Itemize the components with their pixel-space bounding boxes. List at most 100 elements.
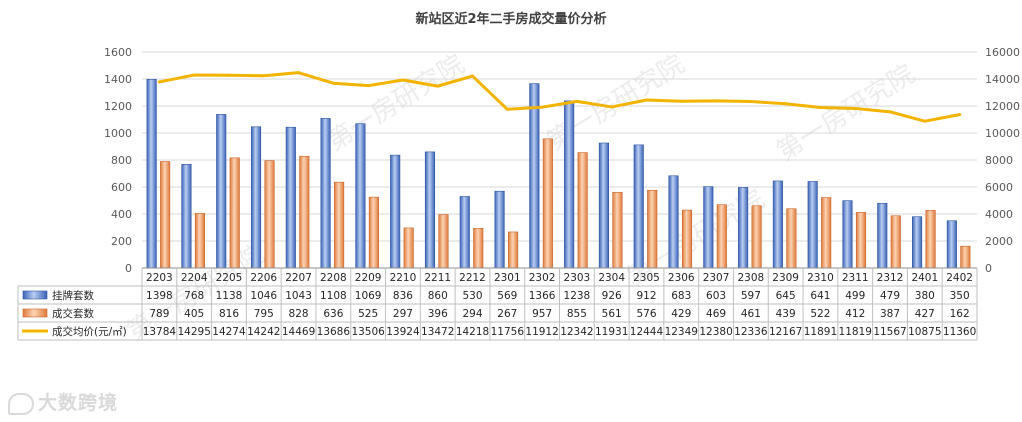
line-point (575, 99, 579, 103)
x-tick-label: 2209 (355, 272, 382, 284)
x-tick-label: 2306 (668, 272, 695, 284)
data-label: 522 (810, 308, 830, 320)
line-point (297, 71, 301, 75)
logo-text: 大数跨境 (38, 392, 119, 414)
bar-deal (751, 205, 762, 269)
data-label: 469 (706, 308, 726, 320)
y-right-tick-label: 10000 (985, 127, 1020, 140)
bar-deal (786, 208, 797, 269)
y-right-tick-label: 2000 (985, 235, 1013, 248)
data-label: 795 (254, 308, 274, 320)
x-tick-label: 2301 (494, 272, 521, 284)
y-left-tick-label: 600 (111, 181, 132, 194)
x-tick-label: 2401 (911, 272, 938, 284)
bar-deal (925, 210, 936, 269)
data-label: 926 (602, 290, 622, 302)
bar-deal (681, 209, 693, 269)
data-table: 2203 2204 2205 2206 2207 2208 2209 2210 2211 2212… (17, 267, 978, 341)
y-left-tick-label: 1000 (104, 127, 132, 140)
line-point (958, 113, 962, 117)
line-point (540, 105, 544, 109)
bar-deal (194, 213, 205, 269)
data-label: 380 (915, 290, 935, 302)
y-right-tick-label: 6000 (985, 181, 1013, 194)
y-left-tick-label: 0 (125, 262, 132, 275)
legend-key-bar (22, 308, 48, 318)
y-right-tick-label: 16000 (985, 46, 1020, 59)
line-point (784, 102, 788, 106)
x-tick-label: 2212 (459, 272, 486, 284)
x-tick-label: 2311 (842, 272, 869, 284)
data-label: 957 (532, 308, 552, 320)
x-tick-label: 2211 (424, 272, 451, 284)
data-label: 828 (289, 308, 309, 320)
data-label: 836 (393, 290, 413, 302)
data-label: 11931 (595, 326, 628, 338)
data-label: 12342 (560, 326, 593, 338)
x-tick-label: 2312 (877, 272, 904, 284)
y-right-tick-label: 0 (985, 262, 992, 275)
y-left-tick-label: 1600 (104, 46, 132, 59)
series-line-price (157, 71, 962, 123)
data-label: 912 (636, 290, 656, 302)
line-point (262, 74, 266, 78)
line-point (714, 99, 718, 103)
bar-deal (160, 161, 171, 269)
bar-listing (738, 187, 749, 269)
bar-deal (612, 191, 623, 269)
x-tick-label: 2303 (564, 272, 591, 284)
line-point (818, 105, 822, 109)
data-label: 11912 (525, 326, 558, 338)
line-point (401, 78, 405, 82)
bar-deal (473, 228, 484, 269)
chart-title: 新站区近2年二手房成交量价分析 (415, 11, 606, 27)
y-left-tick-label: 1200 (104, 100, 132, 113)
bar-listing (668, 175, 679, 269)
data-label: 429 (671, 308, 691, 320)
data-label: 11567 (873, 326, 906, 338)
bar-deal (264, 160, 275, 269)
data-label: 499 (845, 290, 865, 302)
data-label: 13924 (386, 326, 420, 338)
data-label: 479 (880, 290, 900, 302)
x-tick-label: 2309 (772, 272, 799, 284)
line-point (436, 84, 440, 88)
data-label: 13686 (317, 326, 351, 338)
data-label: 11756 (491, 326, 525, 338)
bar-listing (250, 126, 262, 269)
bar-deal (716, 204, 727, 269)
bar-listing (424, 151, 436, 269)
line-point (923, 119, 927, 123)
bar-listing (285, 126, 296, 269)
data-label: 13784 (143, 326, 177, 338)
bar-deal (647, 189, 658, 269)
bar-listing (494, 190, 505, 269)
data-label: 1069 (355, 290, 382, 302)
gridlines (142, 51, 977, 242)
data-label: 641 (810, 290, 830, 302)
line-point (679, 99, 683, 103)
bar-listing (807, 181, 818, 269)
x-tick-label: 2305 (633, 272, 660, 284)
bar-listing (772, 180, 783, 269)
bars (146, 78, 971, 269)
y-right-tick-label: 4000 (985, 208, 1013, 221)
data-label: 14274 (212, 326, 246, 338)
bar-deal (821, 197, 832, 269)
bar-listing (633, 144, 644, 269)
line-point (749, 99, 753, 103)
bar-deal (960, 245, 971, 269)
data-label: 768 (184, 290, 204, 302)
bar-listing (946, 220, 957, 269)
line-point (192, 73, 196, 77)
data-label: 1238 (564, 290, 591, 302)
line-point (471, 74, 475, 78)
line-point (610, 105, 614, 109)
data-label: 412 (845, 308, 865, 320)
data-label: 597 (741, 290, 761, 302)
data-label: 789 (149, 308, 169, 320)
bar-listing (390, 154, 401, 269)
bar-deal (890, 215, 901, 269)
line-point (505, 107, 509, 111)
line-point (366, 84, 370, 88)
